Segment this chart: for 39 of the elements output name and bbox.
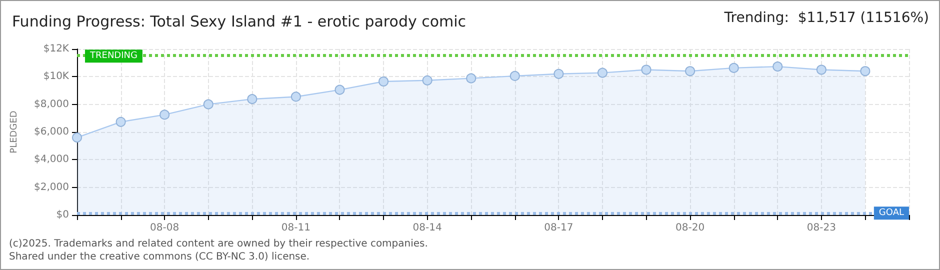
y-tick-label: $10K bbox=[43, 71, 70, 82]
point bbox=[728, 62, 739, 73]
point bbox=[597, 68, 608, 78]
point bbox=[247, 94, 258, 104]
y-tick-label: $0 bbox=[56, 210, 69, 220]
point bbox=[72, 132, 82, 143]
y-axis-title: PLEDGED bbox=[10, 110, 20, 154]
point bbox=[554, 68, 564, 79]
point bbox=[422, 75, 432, 86]
x-tick-label: 08-20 bbox=[676, 222, 705, 234]
point bbox=[116, 116, 126, 127]
point bbox=[685, 66, 696, 76]
y-tick-label: $4,000 bbox=[34, 154, 69, 166]
ref-line-label: TRENDING bbox=[89, 51, 138, 62]
text: Trending: $11,517 (11516%) bbox=[723, 10, 930, 26]
point bbox=[772, 62, 783, 72]
x-tick-label: 08-14 bbox=[412, 222, 442, 234]
point bbox=[203, 99, 214, 110]
y-tick-label: $12K bbox=[43, 44, 70, 54]
text: Shared under the creative commons (CC BY-NC 3.0) license. bbox=[9, 252, 310, 262]
ref-line-label: GOAL bbox=[878, 208, 904, 218]
point bbox=[466, 73, 476, 84]
y-tick-label: $8,000 bbox=[34, 98, 69, 110]
text: (c)2025. Trademarks and related content are owned by their respective companies. bbox=[9, 238, 428, 250]
point bbox=[378, 76, 389, 87]
x-tick-label: 08-11 bbox=[281, 222, 310, 234]
point bbox=[816, 64, 826, 75]
point bbox=[160, 110, 170, 120]
x-tick-label: 08-08 bbox=[150, 222, 180, 234]
point bbox=[290, 92, 301, 102]
point bbox=[510, 70, 520, 81]
point bbox=[860, 66, 870, 76]
point bbox=[641, 64, 652, 75]
x-tick-label: 08-23 bbox=[806, 222, 836, 234]
y-tick-label: $2,000 bbox=[34, 182, 69, 193]
chart-title: Funding Progress: Total Sexy Island #1 - erotic parody comic bbox=[12, 12, 466, 30]
point bbox=[334, 84, 345, 95]
y-tick-label: $6,000 bbox=[34, 126, 69, 138]
x-tick-label: 08-17 bbox=[544, 222, 574, 234]
